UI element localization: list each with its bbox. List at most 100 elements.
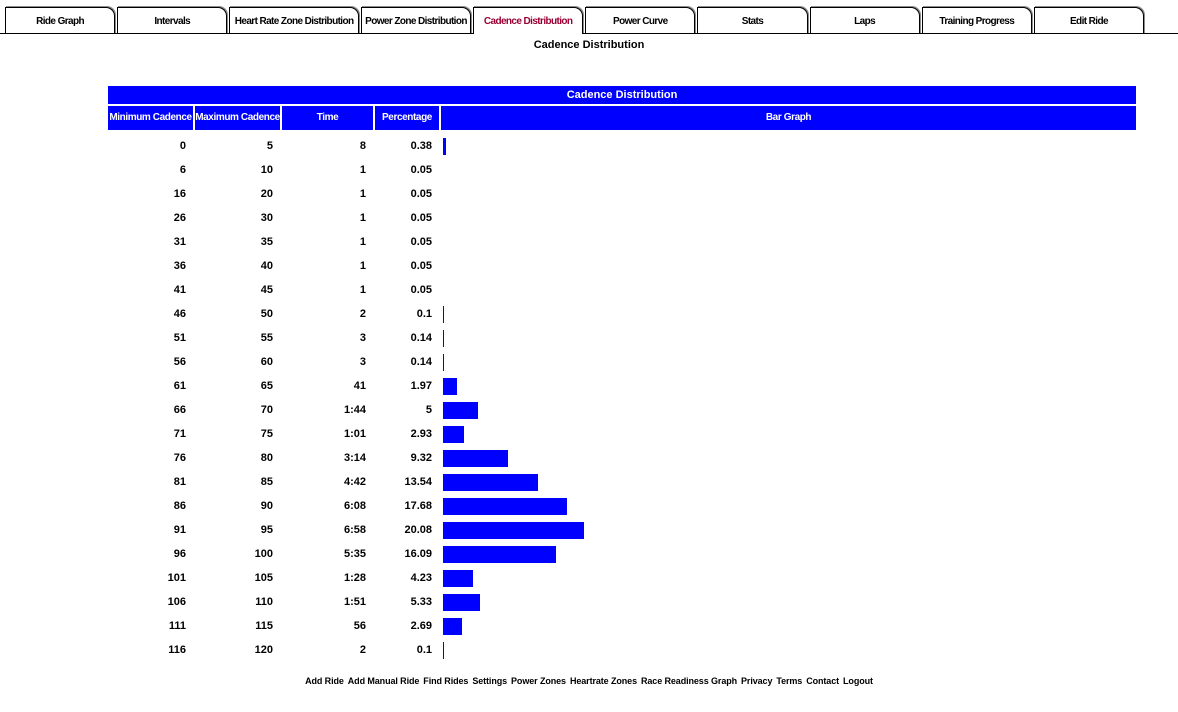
footer-link-power-zones[interactable]: Power Zones <box>511 676 566 686</box>
min-cadence-cell: 41 <box>173 284 186 296</box>
tab-training-progress[interactable]: Training Progress <box>921 7 1032 34</box>
min-cadence-cell: 86 <box>173 500 186 512</box>
distribution-bar <box>443 473 538 491</box>
max-cadence-cell: 80 <box>260 452 273 464</box>
table-row: 81 85 4:42 13.54 <box>108 470 1136 494</box>
max-cadence-cell: 65 <box>260 380 273 392</box>
tab-intervals[interactable]: Intervals <box>117 7 228 34</box>
min-cadence-cell: 66 <box>173 404 186 416</box>
time-cell: 56 <box>353 620 366 632</box>
table-row: 91 95 6:58 20.08 <box>108 518 1136 542</box>
tab-ride-graph[interactable]: Ride Graph <box>5 7 116 34</box>
tab-bar: Ride Graph Intervals Heart Rate Zone Distr… <box>0 7 1178 34</box>
bar-cell <box>441 449 1136 467</box>
table-row: 31 35 1 0.05 <box>108 230 1136 254</box>
time-cell: 1 <box>359 236 366 248</box>
tab-power-zone-distribution[interactable]: Power Zone Distribution <box>360 7 472 34</box>
footer-link-find-rides[interactable]: Find Rides <box>423 676 469 686</box>
bar-cell <box>441 162 1136 179</box>
table-row: 106 110 1:51 5.33 <box>108 590 1136 614</box>
time-cell: 1 <box>359 164 366 176</box>
table-row: 111 115 56 2.69 <box>108 614 1136 638</box>
table-row: 16 20 1 0.05 <box>108 182 1136 206</box>
table-row: 71 75 1:01 2.93 <box>108 422 1136 446</box>
distribution-bar <box>443 545 556 563</box>
max-cadence-cell: 70 <box>260 404 273 416</box>
footer-link-add-manual-ride[interactable]: Add Manual Ride <box>347 676 420 686</box>
table-rows: 0 5 8 0.38 6 10 1 0.05 16 20 1 0.05 26 30 1 0.05 31 35 1 0.… <box>108 130 1136 662</box>
bar-cell <box>441 545 1136 563</box>
time-cell: 3 <box>359 356 366 368</box>
bar-cell <box>441 497 1136 515</box>
distribution-bar <box>443 377 457 395</box>
footer-link-privacy[interactable]: Privacy <box>741 676 773 686</box>
distribution-bar <box>443 305 444 323</box>
distribution-bar <box>443 497 567 515</box>
footer-link-heartrate-zones[interactable]: Heartrate Zones <box>569 676 637 686</box>
min-cadence-cell: 26 <box>173 212 186 224</box>
min-cadence-cell: 91 <box>173 524 186 536</box>
bar-cell <box>441 425 1136 443</box>
max-cadence-cell: 55 <box>260 332 273 344</box>
time-cell: 1:01 <box>343 428 366 440</box>
min-cadence-cell: 51 <box>173 332 186 344</box>
percentage-cell: 4.23 <box>410 572 432 584</box>
percentage-cell: 9.32 <box>410 452 432 464</box>
bar-cell <box>441 186 1136 203</box>
tab-heart-rate-zone-distribution[interactable]: Heart Rate Zone Distribution <box>229 7 359 34</box>
min-cadence-cell: 16 <box>173 188 186 200</box>
bar-cell <box>441 137 1136 155</box>
min-cadence-cell: 96 <box>173 548 186 560</box>
percentage-cell: 0.05 <box>410 164 432 176</box>
footer-link-settings[interactable]: Settings <box>472 676 508 686</box>
time-cell: 1:28 <box>343 572 366 584</box>
percentage-cell: 1.97 <box>410 380 432 392</box>
table-row: 6 10 1 0.05 <box>108 158 1136 182</box>
min-cadence-cell: 81 <box>173 476 186 488</box>
tab-laps[interactable]: Laps <box>809 7 920 34</box>
distribution-bar <box>443 521 584 539</box>
min-cadence-cell: 106 <box>167 596 186 608</box>
footer-link-logout[interactable]: Logout <box>843 676 873 686</box>
table-row: 26 30 1 0.05 <box>108 206 1136 230</box>
footer-link-terms[interactable]: Terms <box>776 676 803 686</box>
min-cadence-cell: 116 <box>168 644 186 656</box>
bar-cell <box>441 210 1136 227</box>
distribution-bar <box>443 329 444 347</box>
time-cell: 1 <box>359 212 366 224</box>
percentage-cell: 0.14 <box>410 332 432 344</box>
bar-cell <box>441 234 1136 251</box>
table-row: 66 70 1:44 5 <box>108 398 1136 422</box>
bar-cell <box>441 353 1136 371</box>
table-row: 56 60 3 0.14 <box>108 350 1136 374</box>
tab-stats[interactable]: Stats <box>697 7 808 34</box>
table-row: 0 5 8 0.38 <box>108 134 1136 158</box>
page-title: Cadence Distribution <box>533 39 645 51</box>
percentage-cell: 0.05 <box>410 188 432 200</box>
footer-link-contact[interactable]: Contact <box>806 676 840 686</box>
max-cadence-cell: 115 <box>255 620 273 632</box>
min-cadence-cell: 101 <box>167 572 186 584</box>
min-cadence-cell: 46 <box>173 308 186 320</box>
bar-cell <box>441 593 1136 611</box>
max-cadence-cell: 85 <box>260 476 273 488</box>
max-cadence-cell: 45 <box>260 284 273 296</box>
max-cadence-cell: 100 <box>254 548 273 560</box>
footer-link-race-readiness-graph[interactable]: Race Readiness Graph <box>640 676 738 686</box>
percentage-cell: 2.69 <box>410 620 432 632</box>
min-cadence-cell: 0 <box>179 140 186 152</box>
time-cell: 1:51 <box>343 596 366 608</box>
max-cadence-cell: 30 <box>260 212 273 224</box>
time-cell: 2 <box>359 308 366 320</box>
bar-cell <box>441 377 1136 395</box>
time-cell: 3:14 <box>343 452 366 464</box>
tab-edit-ride[interactable]: Edit Ride <box>1033 7 1145 34</box>
tab-power-curve[interactable]: Power Curve <box>585 7 696 34</box>
time-cell: 1 <box>359 260 366 272</box>
bar-cell <box>441 641 1136 659</box>
max-cadence-cell: 50 <box>260 308 273 320</box>
min-cadence-cell: 31 <box>173 236 186 248</box>
footer-link-add-ride[interactable]: Add Ride <box>305 676 344 686</box>
min-cadence-cell: 111 <box>168 620 186 632</box>
tab-cadence-distribution[interactable]: Cadence Distribution <box>473 7 584 34</box>
